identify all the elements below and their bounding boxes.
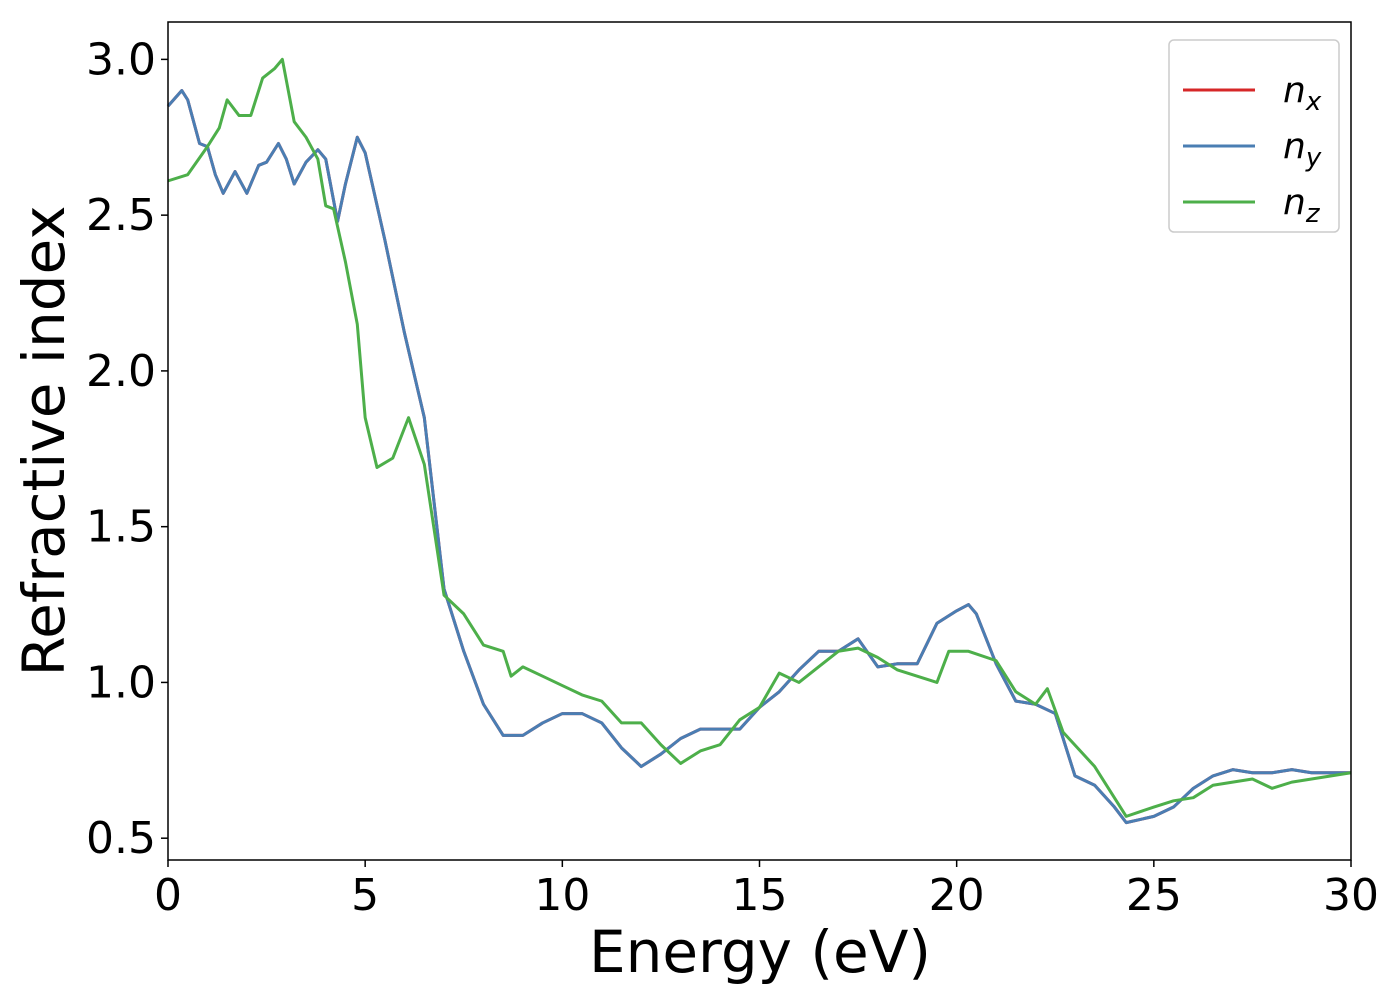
y-axis-label: Refractive index: [10, 205, 78, 676]
plot-frame: [167, 21, 1352, 861]
x-tick-label: 25: [1126, 870, 1182, 921]
legend-label: ny: [1283, 126, 1322, 173]
legend-box: [1168, 39, 1340, 233]
x-axis-label: Energy (eV): [589, 918, 931, 986]
y-tick-label: 1.5: [86, 502, 156, 553]
x-tick-label: 10: [534, 870, 590, 921]
series-line: [167, 57, 1352, 818]
x-tick-label: 5: [351, 870, 379, 921]
x-tick-label: 0: [154, 870, 182, 921]
y-tick-label: 2.5: [86, 190, 156, 241]
x-tick-label: 30: [1323, 870, 1379, 921]
y-tick-label: 1.0: [86, 657, 156, 708]
x-tick-label: 15: [732, 870, 788, 921]
x-tick-label: 20: [929, 870, 985, 921]
legend-label: nz: [1283, 182, 1321, 229]
series-line: [166, 89, 1351, 825]
y-tick-label: 3.0: [86, 34, 156, 85]
legend-label: nx: [1283, 70, 1322, 117]
y-tick-label: 2.0: [86, 346, 156, 397]
y-tick-label: 0.5: [86, 813, 156, 864]
